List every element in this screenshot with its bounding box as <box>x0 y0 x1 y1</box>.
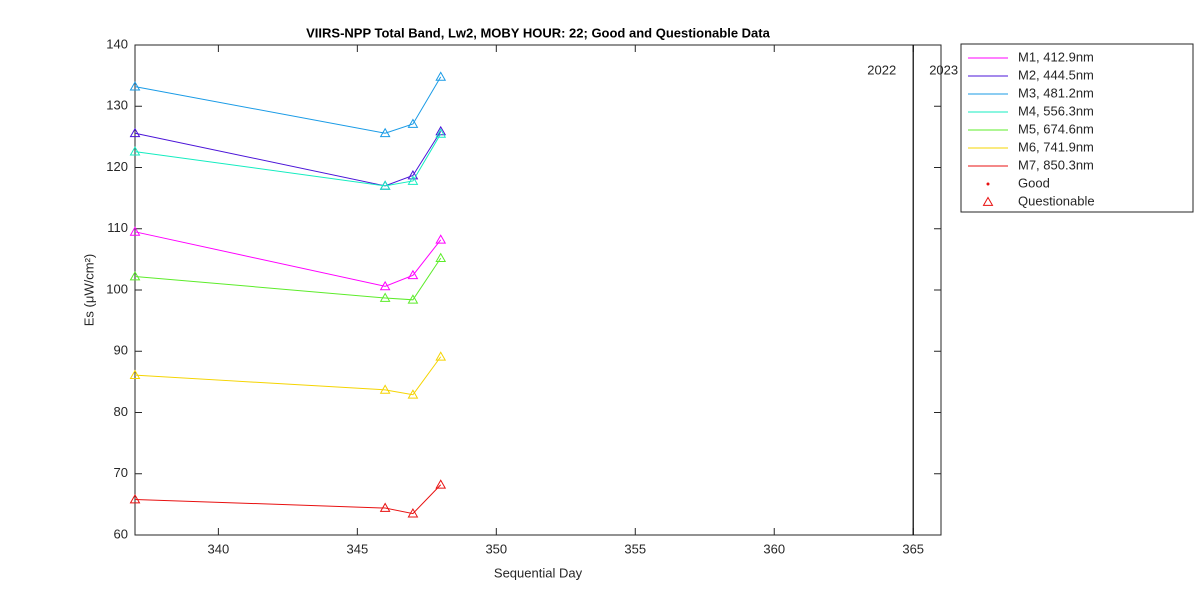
year-label: 2022 <box>867 62 896 77</box>
series-line <box>134 133 442 187</box>
point-marker <box>435 252 447 263</box>
year-label: 2023 <box>929 62 958 77</box>
point-marker <box>379 292 391 302</box>
legend-label: Good <box>1018 175 1050 190</box>
legend-label: M6, 741.9nm <box>1018 139 1094 154</box>
point-marker <box>129 127 141 138</box>
point-marker <box>407 508 419 518</box>
point-marker <box>129 81 141 91</box>
point-marker <box>379 180 391 190</box>
chart-title: VIIRS-NPP Total Band, Lw2, MOBY HOUR: 22… <box>306 25 770 40</box>
point-marker <box>379 127 391 138</box>
series-line <box>134 131 442 187</box>
plot-frame <box>134 44 942 536</box>
legend-label: M5, 674.6nm <box>1018 121 1094 136</box>
point-marker <box>407 118 419 128</box>
x-tick-label: 345 <box>346 541 368 556</box>
point-marker <box>379 384 391 394</box>
y-tick-label: 90 <box>114 343 128 358</box>
y-tick-label: 60 <box>114 526 128 541</box>
x-axis-label: Sequential Day <box>494 565 583 580</box>
legend-swatch <box>982 196 994 206</box>
point-marker <box>435 234 447 244</box>
legend-swatch <box>986 182 990 186</box>
legend-label: M2, 444.5nm <box>1018 67 1094 82</box>
y-axis-label: Es (μW/cm²) <box>81 254 96 326</box>
y-tick-label: 100 <box>106 281 128 296</box>
x-tick-label: 365 <box>902 541 924 556</box>
legend-label: Questionable <box>1018 193 1095 208</box>
legend-label: M1, 412.9nm <box>1018 49 1094 64</box>
point-marker <box>407 294 419 304</box>
y-tick-label: 130 <box>106 98 128 113</box>
x-tick-label: 355 <box>624 541 646 556</box>
point-marker <box>129 369 141 380</box>
point-marker <box>129 271 141 281</box>
point-marker <box>379 280 391 291</box>
y-tick-label: 120 <box>106 159 128 174</box>
legend-label: M7, 850.3nm <box>1018 157 1094 172</box>
point-marker <box>407 269 419 280</box>
y-tick-label: 70 <box>114 465 128 480</box>
x-tick-label: 340 <box>208 541 230 556</box>
point-marker <box>407 169 419 180</box>
point-marker <box>379 502 391 512</box>
y-tick-label: 80 <box>114 404 128 419</box>
point-marker <box>407 389 419 399</box>
series-line <box>134 356 442 396</box>
legend-box <box>960 43 1194 213</box>
series-line <box>134 231 442 287</box>
point-marker <box>129 493 141 504</box>
point-marker <box>435 351 447 361</box>
point-marker <box>435 128 447 138</box>
point-marker <box>129 226 141 236</box>
x-tick-label: 350 <box>485 541 507 556</box>
series-line <box>134 257 442 301</box>
series-line <box>134 76 442 134</box>
y-tick-label: 110 <box>107 220 128 235</box>
point-marker <box>129 146 141 156</box>
series-line <box>134 484 442 515</box>
legend-label: M3, 481.2nm <box>1018 85 1094 100</box>
point-marker <box>435 71 447 81</box>
legend-label: M4, 556.3nm <box>1018 103 1094 118</box>
point-marker <box>435 479 447 489</box>
x-tick-label: 360 <box>763 541 785 556</box>
point-marker <box>407 175 419 185</box>
y-tick-label: 140 <box>106 36 128 51</box>
